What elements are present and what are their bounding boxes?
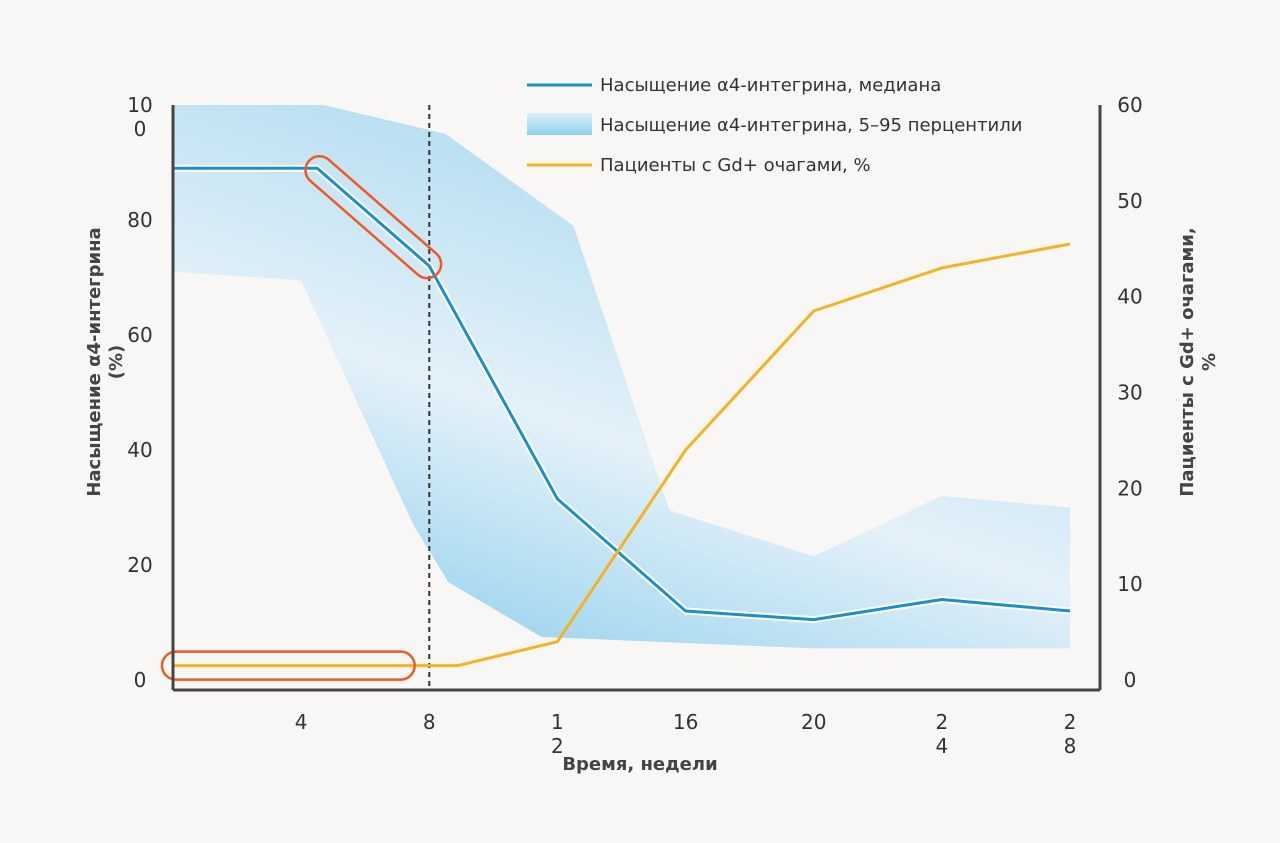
legend-label-gd: Пациенты с Gd+ очагами, % [600, 155, 871, 176]
percentile-band [173, 105, 1070, 649]
left-axis-title: Насыщение α4-интегрина(%) [84, 227, 127, 496]
highlight-gd-baseline [160, 650, 416, 681]
gd-lesions-line [173, 242, 1071, 668]
legend-label-median: Насыщение α4-интегрина, медиана [600, 75, 941, 96]
legend-label-band: Насыщение α4-интегрина, 5–95 перцентили [600, 115, 1022, 136]
plot-area [160, 105, 1071, 690]
y-left-tick-label: 20 [127, 553, 152, 577]
x-axis-title: Время, недели [562, 754, 717, 775]
y-right-tick-label: 60 [1117, 93, 1142, 117]
y-right-tick-label: 50 [1117, 189, 1142, 213]
y-left-tick-label: 10 0 [127, 93, 152, 141]
legend-swatch-band [527, 113, 592, 135]
y-right-tick-label: 40 [1117, 285, 1142, 309]
y-left-tick-label: 80 [127, 208, 152, 232]
highlight-median-drop [304, 155, 443, 280]
y-left-tick-label: 60 [127, 323, 152, 347]
y-left-tick-label: 0 [134, 668, 147, 692]
y-right-tick-label: 10 [1117, 572, 1142, 596]
y-right-tick-label: 0 [1124, 668, 1137, 692]
x-tick-label: 20 [801, 710, 826, 734]
x-tick-label: 8 [423, 710, 436, 734]
legend: Насыщение α4-интегрина, медиана Насыщени… [527, 75, 1022, 176]
y-left-tick-label: 40 [127, 438, 152, 462]
right-axis-title: Пациенты с Gd+ очагами,% [1177, 227, 1220, 496]
median-line [173, 166, 1071, 622]
x-tick-label: 16 [673, 710, 698, 734]
y-right-tick-label: 20 [1117, 476, 1142, 500]
y-right-tick-label: 30 [1117, 381, 1142, 405]
x-tick-label: 4 [295, 710, 308, 734]
